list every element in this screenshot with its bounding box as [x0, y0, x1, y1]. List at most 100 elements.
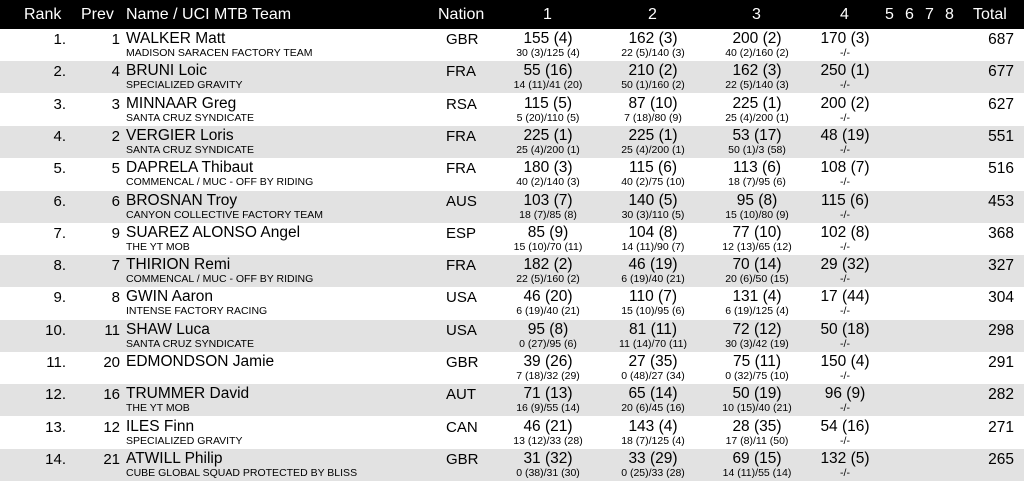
total-points: 453 — [988, 192, 1014, 210]
team-name: SANTA CRUZ SYNDICATE — [126, 143, 254, 156]
round-3-points: 95 (8) — [736, 191, 778, 209]
nation-code: GBR — [446, 31, 479, 48]
round-2-points: 65 (14) — [628, 385, 678, 403]
round-1-breakdown: 18 (7)/85 (8) — [519, 208, 577, 221]
round-3-breakdown: 17 (8)/11 (50) — [725, 434, 789, 447]
team-name: SANTA CRUZ SYNDICATE — [126, 337, 254, 350]
round-1-breakdown: 22 (5)/160 (2) — [516, 273, 580, 286]
round-3-breakdown: 12 (13)/65 (12) — [722, 240, 792, 253]
team-name: SPECIALIZED GRAVITY — [126, 434, 243, 447]
round-3-breakdown: 40 (2)/160 (2) — [725, 47, 789, 59]
round-4-points: 102 (8) — [820, 223, 870, 241]
round-4-points: 150 (4) — [820, 353, 870, 370]
round-2-points: 225 (1) — [628, 126, 678, 144]
rider-name: TRUMMER David — [126, 385, 250, 403]
round-4-breakdown: -/- — [840, 79, 850, 92]
round-4-points: 29 (32) — [820, 256, 870, 274]
round-2-points: 143 (4) — [628, 417, 678, 435]
round-2-points: 81 (11) — [629, 320, 677, 338]
round-3-points: 162 (3) — [732, 62, 782, 80]
round-2-points: 27 (35) — [628, 353, 678, 370]
round-1-breakdown: 0 (38)/31 (30) — [516, 466, 580, 479]
nation-code: FRA — [446, 127, 476, 145]
table-row: 8. 7 THIRION Remi COMMENCAL / MUC - OFF BY … — [0, 255, 1024, 288]
prev-rank-cell: 21 — [103, 450, 120, 468]
nation-code: FRA — [446, 63, 476, 81]
rider-name: WALKER Matt — [126, 30, 226, 47]
round-4-points: 96 (9) — [824, 385, 866, 403]
table-row: 9. 8 GWIN Aaron INTENSE FACTORY RACING USA 46… — [0, 287, 1024, 319]
round-3-points: 28 (35) — [732, 417, 782, 435]
rank-cell: 13. — [45, 418, 66, 436]
team-name: COMMENCAL / MUC - OFF BY RIDING — [126, 273, 314, 286]
round-1-points: 103 (7) — [523, 191, 573, 209]
table-row: 4. 2 VERGIER Loris SANTA CRUZ SYNDICATE FRA 2… — [0, 125, 1024, 158]
round-1-points: 115 (5) — [524, 94, 572, 112]
rider-name: SUAREZ ALONSO Angel — [126, 223, 301, 241]
total-points: 677 — [988, 63, 1014, 81]
nation-code: RSA — [446, 95, 477, 113]
round-3-points: 70 (14) — [732, 256, 782, 274]
round-3-points: 225 (1) — [732, 94, 782, 112]
rider-name: ILES Finn — [126, 417, 195, 435]
rider-name: BROSNAN Troy — [126, 191, 238, 209]
prev-rank-cell: 11 — [104, 321, 120, 339]
round-2-breakdown: 40 (2)/75 (10) — [621, 176, 685, 189]
round-4-points: 250 (1) — [820, 62, 870, 80]
header-round-7: 7 — [925, 6, 934, 23]
round-4-breakdown: -/- — [840, 273, 850, 286]
round-1-points: 55 (16) — [523, 62, 573, 80]
round-1-breakdown: 13 (12)/33 (28) — [513, 434, 583, 447]
total-points: 282 — [988, 386, 1014, 404]
round-3-points: 72 (12) — [732, 320, 782, 338]
round-2-points: 110 (7) — [629, 288, 677, 306]
round-1-breakdown: 40 (2)/140 (3) — [516, 176, 580, 189]
team-name: THE YT MOB — [126, 240, 190, 253]
round-1-breakdown: 6 (19)/40 (21) — [516, 305, 580, 318]
round-2-breakdown: 22 (5)/140 (3) — [621, 47, 685, 59]
team-name: MADISON SARACEN FACTORY TEAM — [126, 47, 313, 59]
rank-cell: 11. — [46, 354, 66, 371]
rank-cell: 14. — [45, 450, 66, 468]
header-nation: Nation — [438, 6, 485, 23]
rank-cell: 2. — [53, 63, 66, 81]
round-1-breakdown: 14 (11)/41 (20) — [513, 79, 583, 92]
round-2-breakdown: 50 (1)/160 (2) — [621, 79, 685, 92]
prev-rank-cell: 12 — [103, 418, 120, 436]
rank-cell: 6. — [53, 192, 66, 210]
total-points: 368 — [988, 224, 1014, 242]
round-4-breakdown: -/- — [840, 434, 850, 447]
prev-rank-cell: 5 — [111, 160, 120, 178]
total-points: 327 — [988, 257, 1014, 275]
rider-name: MINNAAR Greg — [126, 94, 237, 112]
nation-code: FRA — [446, 257, 476, 275]
nation-code: AUT — [446, 386, 476, 404]
header-round-6: 6 — [905, 6, 914, 23]
total-points: 687 — [988, 31, 1014, 48]
prev-rank-cell: 9 — [111, 224, 120, 242]
rank-cell: 8. — [53, 257, 66, 275]
round-2-breakdown: 6 (19)/40 (21) — [621, 273, 685, 286]
header-total: Total — [973, 6, 1007, 23]
round-1-points: 182 (2) — [523, 256, 573, 274]
round-1-points: 31 (32) — [523, 449, 573, 467]
round-3-breakdown: 50 (1)/3 (58) — [728, 143, 786, 156]
round-1-points: 85 (9) — [527, 223, 569, 241]
round-1-breakdown: 0 (27)/95 (6) — [519, 337, 577, 350]
rank-cell: 5. — [53, 160, 66, 178]
round-2-points: 104 (8) — [628, 223, 678, 241]
round-2-breakdown: 14 (11)/90 (7) — [621, 240, 685, 253]
rider-name: ATWILL Philip — [126, 449, 223, 467]
table-row: 1. 1 WALKER Matt MADISON SARACEN FACTORY TE… — [0, 29, 1024, 61]
round-2-breakdown: 18 (7)/125 (4) — [621, 434, 685, 447]
round-1-points: 225 (1) — [523, 126, 573, 144]
nation-code: GBR — [446, 354, 479, 371]
total-points: 265 — [988, 450, 1014, 468]
table-row: 11. 20 EDMONDSON Jamie GBR 39 (26) 7 (18)/32 … — [0, 352, 1024, 384]
round-2-breakdown: 0 (48)/27 (34) — [621, 370, 685, 382]
round-1-breakdown: 15 (10)/70 (11) — [513, 240, 583, 253]
round-2-points: 33 (29) — [628, 449, 678, 467]
round-3-breakdown: 0 (32)/75 (10) — [725, 370, 789, 382]
round-1-points: 180 (3) — [523, 159, 573, 177]
